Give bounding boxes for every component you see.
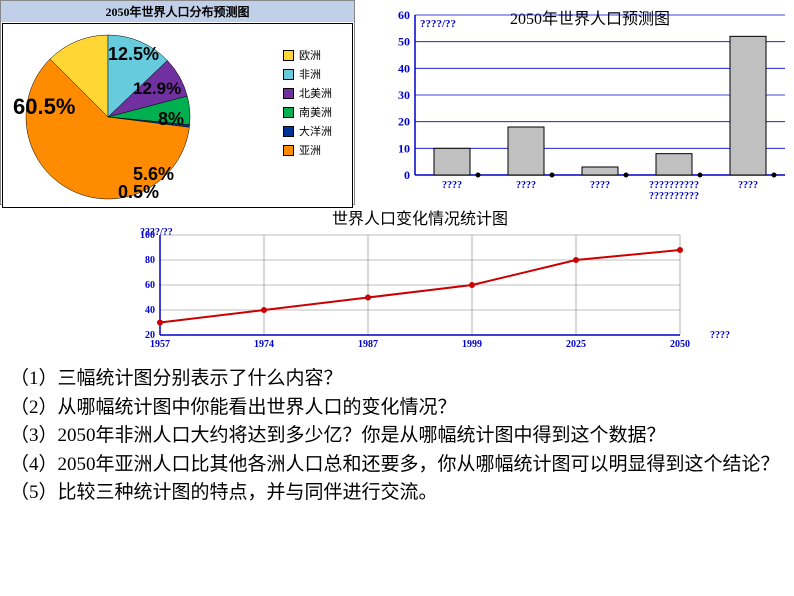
svg-text:2050: 2050 — [670, 339, 690, 350]
pie-label-europe: 12.5% — [108, 44, 159, 65]
svg-text:????: ???? — [516, 180, 536, 191]
svg-text:????: ???? — [738, 180, 758, 191]
svg-text:40: 40 — [398, 61, 410, 75]
q3: （3）2050年非洲人口大约将达到多少亿？你是从哪幅统计图中得到这个数据？ — [10, 422, 784, 451]
svg-text:10: 10 — [398, 141, 410, 155]
svg-text:50: 50 — [398, 35, 410, 49]
q5: （5）比较三种统计图的特点，并与同伴进行交流。 — [10, 479, 784, 508]
svg-text:0: 0 — [404, 168, 410, 182]
questions: （1）三幅统计图分别表示了什么内容？ （2）从哪幅统计图中你能看出世界人口的变化… — [10, 365, 784, 508]
pie-label-namer: 8% — [158, 109, 184, 130]
svg-text:1974: 1974 — [254, 339, 274, 350]
q2: （2）从哪幅统计图中你能看出世界人口的变化情况？ — [10, 394, 784, 423]
q1: （1）三幅统计图分别表示了什么内容？ — [10, 365, 784, 394]
svg-text:????: ???? — [590, 180, 610, 191]
pie-label-africa: 12.9% — [133, 79, 181, 99]
svg-text:100: 100 — [140, 230, 155, 241]
svg-text:1957: 1957 — [150, 339, 170, 350]
svg-text:1999: 1999 — [462, 339, 482, 350]
bar-chart-panel: 2050年世界人口预测图 ????/?? 0102030405060??????… — [370, 0, 790, 205]
svg-text:1987: 1987 — [358, 339, 378, 350]
pie-legend: 欧洲非洲北美洲南美洲大洋洲亚洲 — [283, 44, 332, 161]
q4: （4）2050年亚洲人口比其他各洲人口总和还要多，你从哪幅统计图可以明显得到这个… — [10, 451, 784, 480]
svg-text:2025: 2025 — [566, 339, 586, 350]
svg-text:??????????: ?????????? — [649, 180, 699, 191]
svg-text:30: 30 — [398, 88, 410, 102]
svg-text:60: 60 — [398, 8, 410, 22]
line-svg: 20406080100195719741987199920252050 — [130, 225, 720, 360]
bar-svg: 0 10 20 30 40 50 60???????????????????????????… — [380, 5, 794, 205]
svg-text:60: 60 — [145, 280, 155, 291]
pie-chart-panel: 2050年世界人口分布预测图 欧洲非洲北美洲南美洲大洋洲亚洲 12.5% 12.… — [0, 0, 355, 205]
svg-text:40: 40 — [145, 305, 155, 316]
pie-label-oceania: 0.5% — [118, 182, 159, 203]
svg-text:??????????: ?????????? — [649, 191, 699, 202]
pie-body: 欧洲非洲北美洲南美洲大洋洲亚洲 12.5% 12.9% 8% 5.6% 0.5%… — [2, 23, 353, 208]
svg-text:80: 80 — [145, 255, 155, 266]
pie-label-asia: 60.5% — [13, 94, 75, 120]
pie-title: 2050年世界人口分布预测图 — [1, 1, 354, 22]
svg-text:20: 20 — [398, 115, 410, 129]
line-chart-panel: 世界人口变化情况统计图 ????/?? ???? 204060801001957… — [100, 205, 740, 360]
svg-text:????: ???? — [442, 180, 462, 191]
